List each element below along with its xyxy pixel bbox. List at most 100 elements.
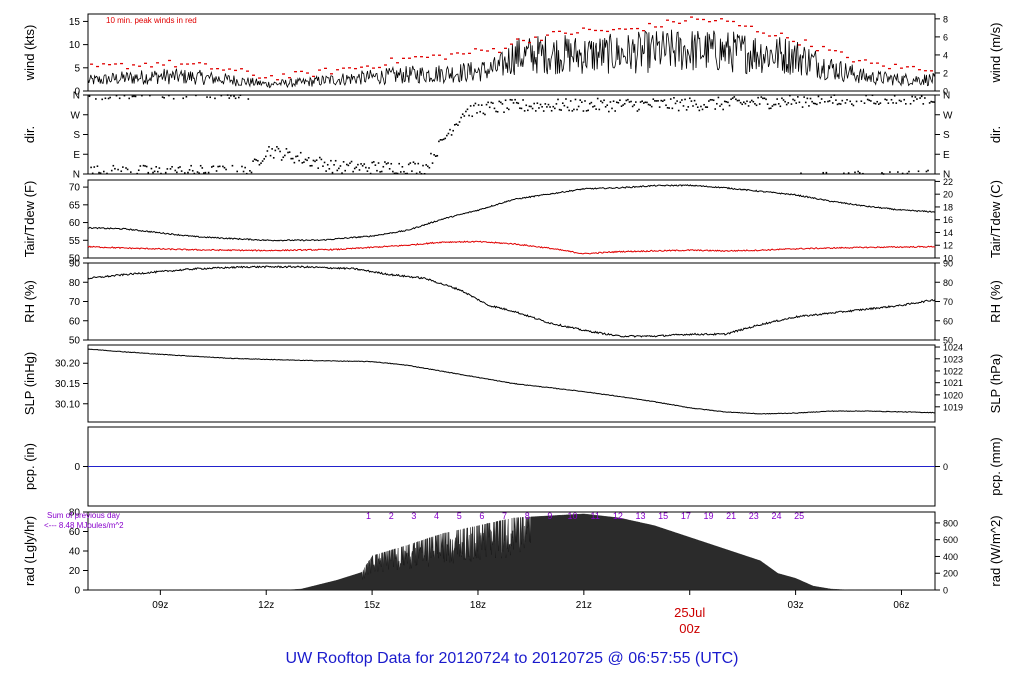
- direction-point: [612, 100, 615, 103]
- direction-point: [503, 111, 505, 114]
- direction-point: [298, 159, 300, 162]
- direction-point: [541, 106, 543, 108]
- radiation-hour-marker: 2: [389, 511, 394, 521]
- direction-point: [522, 99, 524, 101]
- left-tick-label-wind: 5: [74, 63, 80, 74]
- direction-point: [884, 98, 886, 101]
- direction-point: [312, 159, 315, 162]
- direction-point: [647, 103, 650, 106]
- direction-point: [342, 161, 345, 163]
- direction-point: [338, 167, 340, 170]
- direction-point: [862, 172, 864, 175]
- direction-point: [457, 124, 459, 126]
- direction-point: [827, 100, 829, 103]
- direction-point: [520, 107, 523, 110]
- direction-point: [550, 109, 553, 112]
- direction-point: [469, 105, 472, 107]
- direction-point: [911, 95, 913, 98]
- direction-point: [358, 169, 361, 171]
- radiation-hour-marker: 4: [434, 511, 439, 521]
- direction-point: [449, 128, 451, 131]
- direction-point: [890, 98, 893, 101]
- direction-point: [723, 100, 726, 103]
- direction-point: [412, 161, 415, 163]
- direction-point: [377, 162, 380, 164]
- direction-point: [504, 99, 507, 102]
- direction-point: [741, 103, 744, 106]
- date-marker-time: 00z: [679, 621, 700, 636]
- direction-point: [274, 149, 277, 152]
- direction-point: [720, 103, 723, 106]
- direction-point: [673, 97, 675, 99]
- left-tick-label-dir: E: [73, 150, 80, 161]
- right-tick-label-rh: 50: [943, 336, 953, 346]
- direction-point: [290, 157, 292, 160]
- direction-point: [326, 163, 329, 166]
- direction-point: [824, 100, 826, 103]
- direction-point: [198, 172, 200, 174]
- direction-point: [152, 171, 154, 174]
- radiation-hour-marker: 17: [681, 511, 691, 521]
- direction-point: [99, 172, 102, 174]
- direction-point: [611, 107, 613, 110]
- direction-point: [203, 172, 205, 174]
- direction-point: [650, 105, 653, 108]
- direction-point: [147, 171, 150, 174]
- direction-point: [804, 101, 807, 104]
- direction-point: [218, 165, 221, 168]
- direction-point: [858, 172, 861, 174]
- right-axis-label-temp: Tair/Tdew (C): [988, 180, 1003, 258]
- direction-point: [380, 170, 383, 173]
- direction-point: [700, 105, 702, 108]
- direction-point: [107, 97, 110, 100]
- direction-point: [399, 171, 402, 173]
- direction-point: [144, 165, 146, 167]
- direction-point: [180, 170, 183, 172]
- direction-point: [781, 97, 783, 100]
- right-tick-label-temp: 20: [943, 190, 953, 200]
- direction-point: [434, 155, 437, 157]
- x-tick-label: 03z: [788, 600, 804, 611]
- panel-rh: RH (%) RH (%) 50 60 70 80 90 50 60 70 80 90: [22, 259, 1003, 347]
- direction-point: [924, 97, 926, 99]
- direction-point: [771, 105, 774, 107]
- direction-point: [137, 169, 140, 172]
- direction-point: [719, 105, 721, 107]
- direction-point: [539, 103, 542, 106]
- direction-point: [293, 161, 296, 164]
- direction-point: [584, 100, 586, 102]
- direction-point: [112, 164, 115, 167]
- direction-point: [291, 157, 294, 160]
- radiation-hour-marker: 12: [613, 511, 623, 521]
- direction-point: [561, 102, 564, 104]
- direction-point: [809, 97, 812, 100]
- direction-point: [534, 110, 537, 112]
- direction-point: [384, 161, 386, 163]
- direction-point: [461, 113, 464, 115]
- direction-point: [98, 171, 100, 174]
- wind-annotation: 10 min. peak winds in red: [106, 16, 197, 25]
- direction-point: [560, 109, 562, 111]
- panel-slp: SLP (inHg) SLP (hPa) 30.10 30.15 30.20 1019 10…: [22, 343, 1003, 423]
- direction-point: [317, 167, 319, 169]
- direction-point: [555, 103, 558, 105]
- direction-point: [828, 100, 831, 102]
- direction-point: [190, 164, 192, 167]
- direction-point: [577, 105, 580, 108]
- left-tick-label-dir: N: [73, 91, 80, 102]
- direction-point: [507, 108, 510, 111]
- direction-point: [439, 139, 442, 141]
- direction-point: [239, 94, 242, 97]
- direction-point: [515, 101, 518, 104]
- direction-point: [666, 106, 669, 109]
- direction-point: [428, 166, 431, 169]
- direction-point: [573, 108, 575, 111]
- panel-rad: rad (Lgly/hr) rad (W/m^2)0204060800200400…: [22, 508, 1003, 597]
- direction-point: [369, 172, 372, 175]
- radiation-hour-marker: 10: [568, 511, 578, 521]
- direction-point: [843, 172, 845, 175]
- direction-point: [644, 101, 647, 104]
- direction-point: [426, 165, 429, 168]
- direction-point: [141, 94, 143, 97]
- direction-point: [390, 162, 393, 165]
